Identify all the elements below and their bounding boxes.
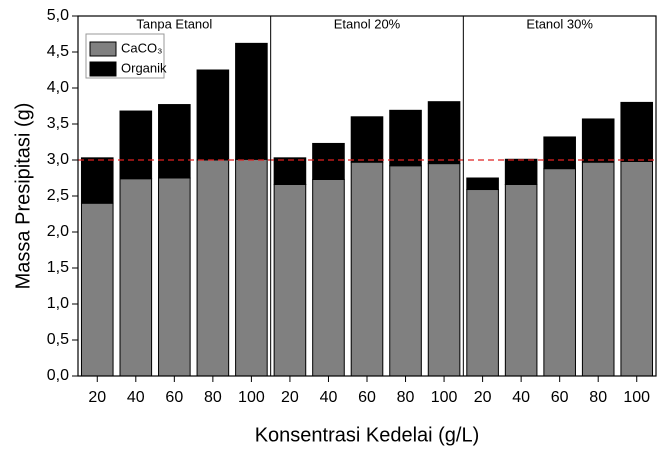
bar-segment [350,161,384,377]
group-label: Etanol 20% [334,16,401,31]
x-tick-label: 100 [431,389,458,406]
x-tick-label: 40 [320,389,338,406]
x-tick-label: 20 [88,389,106,406]
bar-segment [158,104,191,179]
legend-label: CaCO₃ [121,40,162,55]
bar-segment [504,158,538,185]
y-tick-label: 4,0 [47,79,69,96]
bar-segment [543,168,576,377]
bar-segment [235,42,268,160]
bar-segment [312,142,345,180]
y-tick-label: 4,5 [47,43,69,60]
y-tick-label: 5,0 [47,7,69,24]
bar-segment [389,109,422,167]
bar-segment [158,177,191,377]
bar-segment [119,110,153,180]
x-tick-label: 60 [358,389,376,406]
bar-segment [273,157,307,185]
x-axis-title: Konsentrasi Kedelai (g/L) [255,424,480,446]
bar-segment [80,157,114,204]
y-tick-label: 2,0 [47,223,69,240]
y-tick-label: 0,5 [47,331,69,348]
bar-segment [620,160,654,377]
x-tick-label: 100 [238,389,265,406]
y-tick-label: 1,5 [47,259,69,276]
y-tick-label: 3,0 [47,151,69,168]
x-tick-label: 20 [474,389,492,406]
x-tick-label: 20 [281,389,299,406]
legend-swatch [89,41,117,57]
legend-swatch [89,61,117,77]
group-label: Tanpa Etanol [136,16,212,31]
bar-segment [389,165,422,377]
bar-segment [235,158,268,377]
x-tick-label: 80 [204,389,222,406]
y-axis-title: Massa Presipitasi (g) [12,103,34,290]
bar-segment [581,161,615,377]
bar-segment [350,116,384,163]
bar-segment [196,69,230,161]
x-tick-label: 40 [127,389,145,406]
bar-segment [543,136,576,170]
bar-segment [427,163,461,377]
bar-segment [312,178,345,377]
bar-segment [427,101,461,165]
legend-label: Organik [121,60,167,75]
y-tick-label: 2,5 [47,187,69,204]
y-tick-label: 0,0 [47,367,69,384]
bar-segment [119,178,153,377]
group-label: Etanol 30% [526,16,593,31]
x-tick-label: 80 [397,389,415,406]
bar-segment [466,189,499,377]
x-tick-label: 60 [165,389,183,406]
y-tick-label: 1,0 [47,295,69,312]
bar-segment [273,183,307,377]
x-tick-label: 60 [551,389,569,406]
plot-frame [77,15,657,377]
x-tick-label: 40 [512,389,530,406]
bar-segment [80,202,114,377]
bar-segment [581,118,615,163]
bar-segment [196,159,230,377]
bar-segment [620,101,654,162]
x-tick-label: 80 [589,389,607,406]
bar-segment [466,177,499,191]
y-tick-label: 3,5 [47,115,69,132]
x-tick-label: 100 [623,389,650,406]
bar-segment [504,183,538,377]
